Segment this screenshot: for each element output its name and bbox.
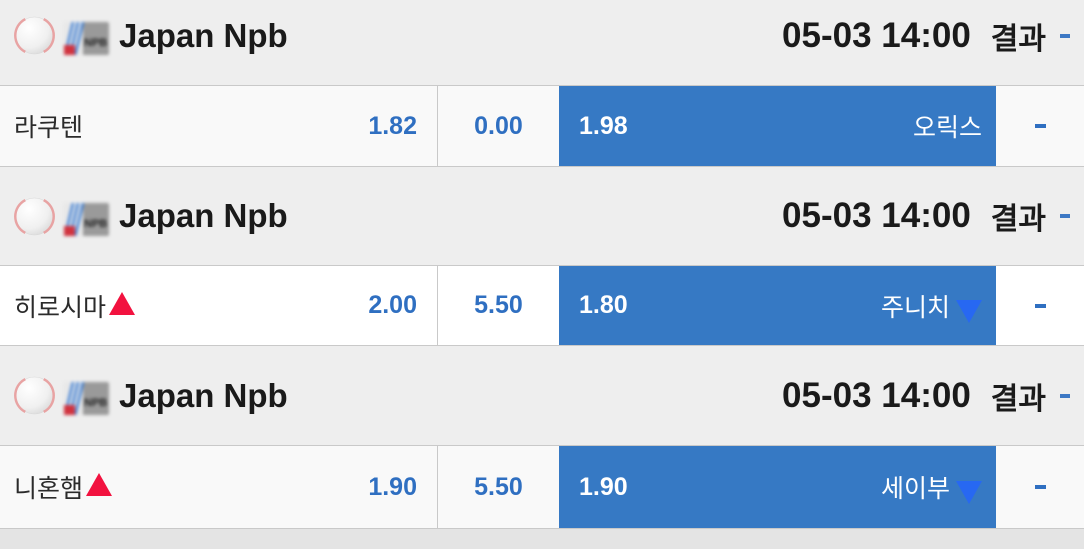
svg-text:NPB: NPB	[84, 218, 107, 230]
svg-text:NPB: NPB	[84, 397, 107, 409]
svg-text:NPB: NPB	[84, 37, 107, 49]
